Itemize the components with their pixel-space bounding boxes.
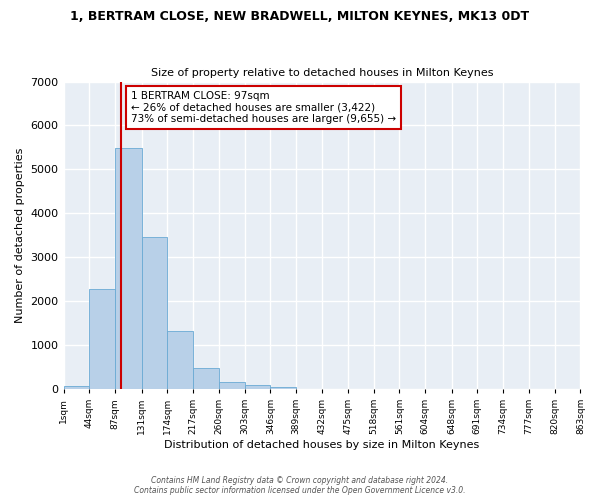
Bar — [89, 289, 115, 389]
Bar — [219, 382, 245, 389]
Text: 1, BERTRAM CLOSE, NEW BRADWELL, MILTON KEYNES, MK13 0DT: 1, BERTRAM CLOSE, NEW BRADWELL, MILTON K… — [70, 10, 530, 23]
Bar — [142, 238, 167, 389]
Bar — [64, 386, 89, 389]
X-axis label: Distribution of detached houses by size in Milton Keynes: Distribution of detached houses by size … — [164, 440, 479, 450]
Y-axis label: Number of detached properties: Number of detached properties — [15, 148, 25, 323]
Bar — [115, 148, 142, 389]
Bar — [271, 386, 296, 389]
Text: Contains HM Land Registry data © Crown copyright and database right 2024.
Contai: Contains HM Land Registry data © Crown c… — [134, 476, 466, 495]
Text: 1 BERTRAM CLOSE: 97sqm
← 26% of detached houses are smaller (3,422)
73% of semi-: 1 BERTRAM CLOSE: 97sqm ← 26% of detached… — [131, 91, 396, 124]
Title: Size of property relative to detached houses in Milton Keynes: Size of property relative to detached ho… — [151, 68, 493, 78]
Bar — [193, 368, 219, 389]
Bar — [167, 331, 193, 389]
Bar — [245, 385, 271, 389]
